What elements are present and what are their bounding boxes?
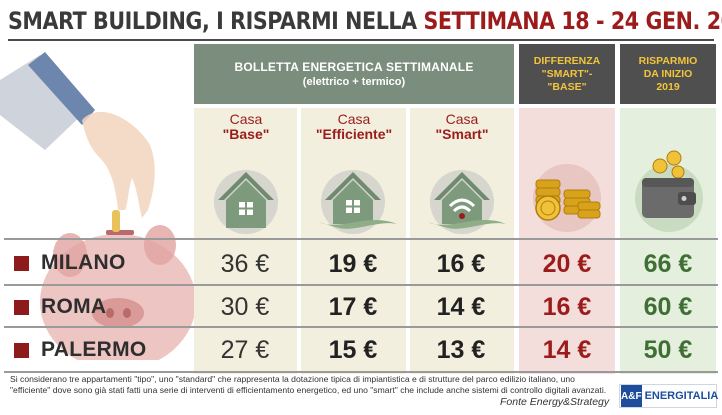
- house-label-smart-line-2: "Smart": [435, 126, 489, 142]
- header-bolletta-title: BOLLETTA ENERGETICA SETTIMANALE: [234, 60, 474, 74]
- header-risparmio-line-3: 2019: [656, 80, 680, 93]
- hand-and-piggy-illustration: [0, 52, 196, 360]
- header-bolletta-subtitle: (elettrico + termico): [302, 76, 406, 88]
- coins-icon: [533, 164, 601, 232]
- title-part-1: SMART BUILDING, I RISPARMI NELLA: [8, 7, 424, 35]
- row-divider: [4, 284, 718, 286]
- header-risparmio-line-1: RISPARMIO: [638, 54, 698, 67]
- footnote: Si considerano tre appartamenti "tipo", …: [10, 374, 607, 395]
- cell-base: 30 €: [220, 292, 270, 321]
- wallet-icon: [635, 150, 703, 232]
- cell-base: 27 €: [220, 335, 270, 364]
- source-credit: Fonte Energy&Strategy: [500, 396, 610, 408]
- cell-smart: 16 €: [436, 249, 486, 278]
- city-name: ROMA: [41, 295, 107, 318]
- house-efficient-icon: [319, 170, 397, 234]
- bullet-square-icon: [14, 342, 29, 358]
- house-label-efficiente-line-1: Casa: [337, 111, 371, 127]
- bullet-square-icon: [14, 255, 29, 271]
- house-label-base: Casa "Base": [196, 112, 296, 142]
- column-differenza-bg: [519, 108, 615, 374]
- column-efficiente-bg: [301, 108, 406, 374]
- column-risparmio-bg: [620, 108, 716, 374]
- house-label-base-line-1: Casa: [229, 111, 263, 127]
- house-smart-icon: [428, 170, 506, 234]
- energitalia-logo: A&F ENERGITALIA: [619, 384, 719, 408]
- house-label-base-line-2: "Base": [222, 126, 270, 142]
- cell-risparmio: 66 €: [643, 249, 693, 278]
- header-differenza-line-1: DIFFERENZA: [533, 54, 601, 67]
- cell-efficiente: 15 €: [328, 335, 378, 364]
- cell-efficiente: 19 €: [328, 249, 378, 278]
- logo-text: ENERGITALIA: [644, 390, 719, 402]
- hand-icon: [0, 52, 155, 218]
- cell-differenza: 16 €: [542, 292, 592, 321]
- row-divider: [4, 238, 718, 240]
- column-base-bg: [194, 108, 297, 374]
- table-row-city: MILANO: [14, 243, 126, 283]
- bullet-square-icon: [14, 299, 29, 315]
- header-bolletta: BOLLETTA ENERGETICA SETTIMANALE (elettri…: [194, 44, 514, 104]
- house-label-smart: Casa "Smart": [412, 112, 512, 142]
- city-name: MILANO: [41, 251, 126, 274]
- header-risparmio-line-2: DA INIZIO: [643, 67, 693, 80]
- column-smart-bg: [410, 108, 514, 374]
- header-risparmio: RISPARMIO DA INIZIO 2019: [620, 44, 716, 104]
- header-differenza-line-2: "SMART"-: [541, 67, 593, 80]
- row-divider: [4, 326, 718, 328]
- house-label-efficiente-line-2: "Efficiente": [315, 126, 393, 142]
- piggy-bank-icon: [40, 210, 196, 360]
- cell-risparmio: 50 €: [643, 335, 693, 364]
- house-label-efficiente: Casa "Efficiente": [304, 112, 404, 142]
- header-differenza-line-3: "BASE": [547, 80, 587, 93]
- logo-mark-icon: A&F: [621, 385, 642, 407]
- row-divider: [4, 371, 718, 373]
- city-name: PALERMO: [41, 338, 147, 361]
- cell-differenza: 20 €: [542, 249, 592, 278]
- cell-efficiente: 17 €: [328, 292, 378, 321]
- cell-risparmio: 60 €: [643, 292, 693, 321]
- cell-base: 36 €: [220, 249, 270, 278]
- title-divider: [8, 39, 714, 41]
- house-label-smart-line-1: Casa: [445, 111, 479, 127]
- house-base-icon: [214, 170, 278, 234]
- page-title: SMART BUILDING, I RISPARMI NELLA SETTIMA…: [8, 4, 722, 38]
- cell-smart: 14 €: [436, 292, 486, 321]
- table-row-city: ROMA: [14, 287, 106, 327]
- table-row-city: PALERMO: [14, 330, 147, 370]
- cell-differenza: 14 €: [542, 335, 592, 364]
- title-part-2: SETTIMANA 18 - 24 GEN. 2019: [423, 7, 722, 35]
- cell-smart: 13 €: [436, 335, 486, 364]
- header-differenza: DIFFERENZA "SMART"- "BASE": [519, 44, 615, 104]
